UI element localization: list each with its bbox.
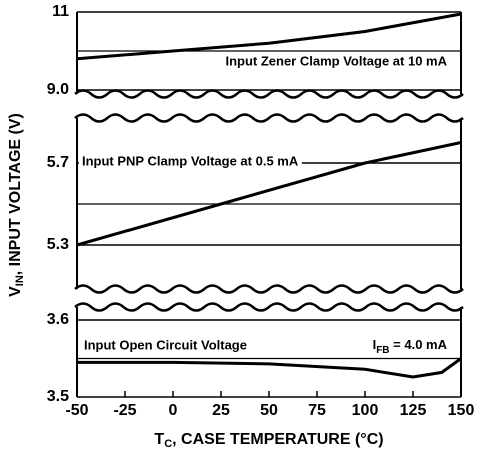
x-tick-label: 100 <box>352 402 379 419</box>
y-tick-label: 9.0 <box>47 81 69 98</box>
axis-break <box>74 89 464 99</box>
series-label: Input PNP Clamp Voltage at 0.5 mA <box>82 153 299 168</box>
annotation-main: I <box>373 337 377 352</box>
x-label-rest: , CASE TEMPERATURE (°C) <box>172 431 383 448</box>
x-tick-label: 125 <box>400 402 427 419</box>
x-tick-label: 75 <box>308 402 326 419</box>
y-label-sub: IN <box>14 275 26 286</box>
data-line <box>77 357 462 379</box>
y-axis-label: VIN, INPUT VOLTAGE (V) <box>7 113 26 297</box>
x-tick-label: -50 <box>65 402 88 419</box>
label-bg <box>369 336 451 357</box>
y-label-rest: , INPUT VOLTAGE (V) <box>7 113 24 275</box>
y-tick-label: 3.6 <box>47 311 69 328</box>
x-tick-label: 50 <box>260 402 278 419</box>
x-tick-label: 150 <box>448 402 475 419</box>
x-tick-label: 25 <box>212 402 230 419</box>
label-bg <box>81 336 250 354</box>
x-tick-label: -25 <box>113 402 136 419</box>
x-label-sub: C <box>164 438 172 450</box>
data-line <box>76 141 462 247</box>
label-bg <box>222 52 451 70</box>
annotation-sub: FB <box>376 345 389 356</box>
y-tick-label: 5.7 <box>47 154 69 171</box>
y-tick-label: 5.3 <box>47 236 69 253</box>
annotation: IFB = 4.0 mA <box>373 337 448 355</box>
axis-break <box>74 302 464 312</box>
x-label-main: T <box>154 431 164 448</box>
axis-break <box>74 284 464 294</box>
annotation-rest: = 4.0 mA <box>390 337 448 352</box>
x-tick-label: 0 <box>169 402 178 419</box>
series-label: Input Open Circuit Voltage <box>84 337 247 352</box>
y-label-main: V <box>7 286 24 297</box>
y-tick-label: 11 <box>52 3 69 20</box>
series-label: Input Zener Clamp Voltage at 10 mA <box>225 53 447 68</box>
label-bg <box>79 152 302 170</box>
x-axis-label: TC, CASE TEMPERATURE (°C) <box>154 431 383 450</box>
y-tick-label: 3.5 <box>47 388 69 405</box>
axis-break <box>74 113 464 123</box>
data-line <box>76 12 462 61</box>
